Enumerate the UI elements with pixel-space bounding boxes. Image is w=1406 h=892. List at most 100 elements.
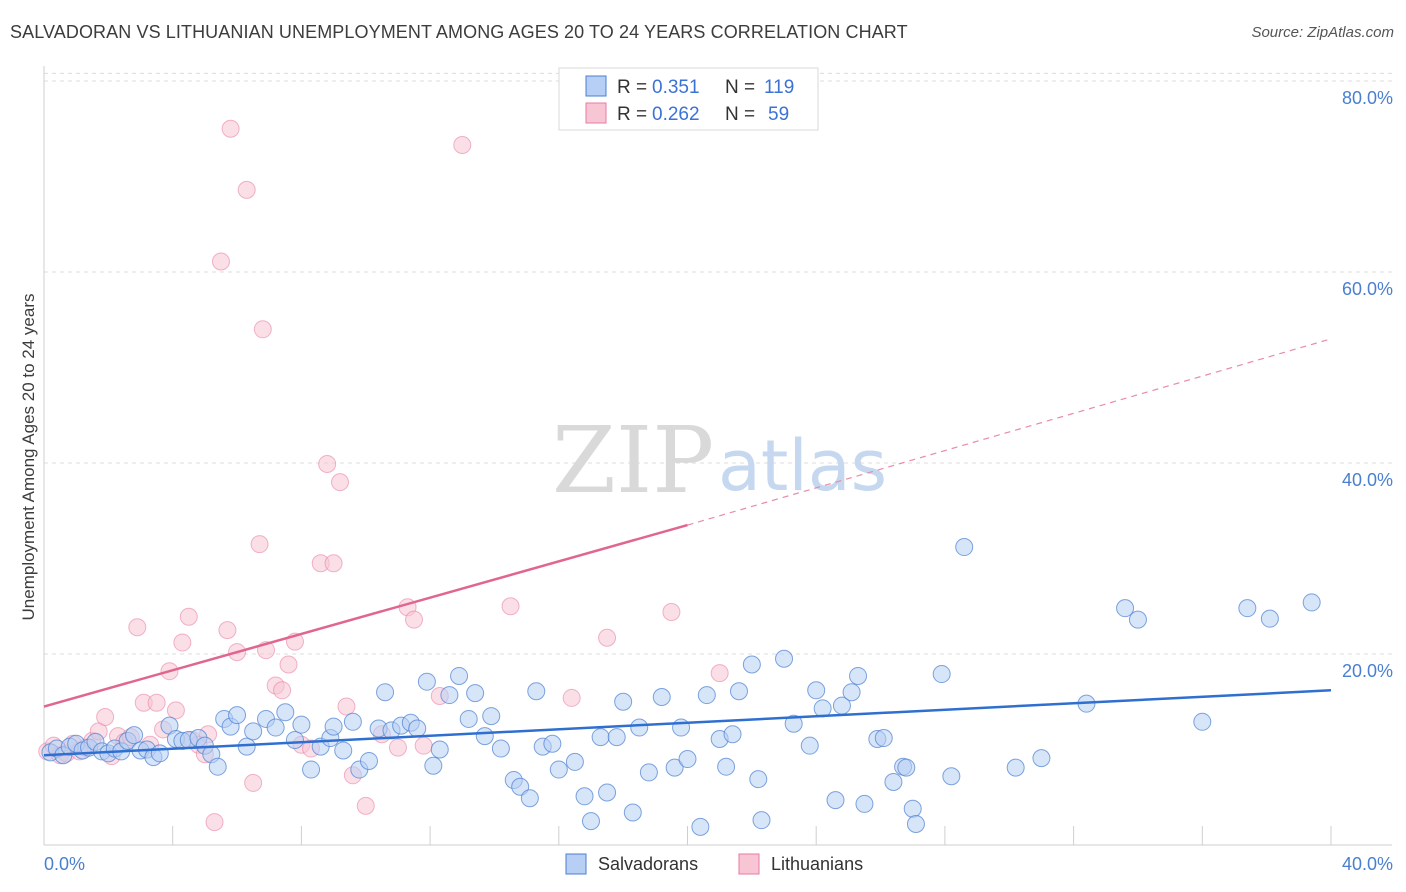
salvadoran-point-25 [208, 757, 227, 776]
salvadoran-point-118 [1302, 593, 1321, 612]
salvadoran-point-114 [1128, 610, 1147, 629]
gridlines [44, 72, 1392, 655]
y-tick-label-1: 40.0% [1342, 470, 1393, 490]
lithuanian-point-14 [128, 618, 147, 637]
salvadoran-point-110 [1006, 758, 1025, 777]
bottom-legend-lithuanians: Lithuanians [771, 854, 863, 874]
salvadoran-point-92 [800, 736, 819, 755]
salvadoran-point-61 [511, 777, 530, 796]
legend-n-value-salvadorans: 119 [764, 77, 794, 98]
salvadoran-point-43 [359, 751, 378, 770]
salvadoran-point-117 [1260, 609, 1279, 628]
lithuanian-point-34 [250, 535, 269, 554]
salvadoran-point-70 [591, 728, 610, 747]
salvadoran-point-111 [1032, 749, 1051, 768]
correlation-legend: R = 0.351 N = 119 R = 0.262 N = 59 [558, 67, 819, 131]
watermark-atlas: atlas [718, 425, 887, 507]
salvadoran-point-95 [826, 791, 845, 810]
salvadoran-point-39 [324, 717, 343, 736]
lithuanian-point-22 [179, 607, 198, 626]
legend-r-label-lithuanians: R = [617, 104, 647, 125]
salvadoran-point-29 [237, 737, 256, 756]
salvadoran-point-34 [285, 730, 304, 749]
salvadoran-point-105 [903, 799, 922, 818]
salvadoran-point-54 [450, 666, 469, 685]
y-tick-label-3: 80.0% [1342, 88, 1393, 108]
series-legend: Salvadorans Lithuanians [565, 853, 863, 875]
lithuanian-point-30 [221, 119, 240, 138]
legend-n-label-salvadorans: N = [725, 77, 755, 98]
salvadoran-point-90 [775, 649, 794, 668]
salvadoran-point-86 [729, 682, 748, 701]
salvadoran-point-107 [932, 665, 951, 684]
salvadoran-point-97 [842, 683, 861, 702]
salvadoran-point-113 [1116, 599, 1135, 618]
lithuanian-point-44 [318, 454, 337, 473]
axes [43, 66, 1392, 846]
lithuanian-point-35 [253, 320, 272, 339]
salvadoran-point-102 [884, 772, 903, 791]
lithuanian-point-9 [96, 708, 115, 727]
salvadoran-point-63 [527, 682, 546, 701]
salvadoran-point-59 [491, 739, 510, 758]
lithuanian-point-53 [405, 610, 424, 629]
bottom-legend-swatch-salvadorans [565, 853, 587, 875]
salvadoran-point-84 [717, 757, 736, 776]
salvadoran-point-94 [813, 699, 832, 718]
salvadoran-point-104 [897, 758, 916, 777]
watermark: ZIP atlas [552, 407, 887, 514]
salvadoran-point-73 [614, 692, 633, 711]
lithuanian-point-49 [356, 796, 375, 815]
salvadoran-point-82 [697, 686, 716, 705]
salvadoran-point-77 [652, 687, 671, 706]
salvadoran-point-33 [276, 703, 295, 722]
legend-n-value-lithuanians: 59 [768, 104, 789, 125]
salvadoran-point-62 [520, 789, 539, 808]
salvadoran-point-51 [424, 756, 443, 775]
source-credit: Source: ZipAtlas.com [1251, 24, 1394, 41]
legend-swatch-salvadorans [585, 75, 607, 97]
salvadoran-point-99 [855, 794, 874, 813]
trend-lines [43, 338, 1332, 757]
salvadoran-point-57 [475, 727, 494, 746]
salvadoran-point-93 [807, 681, 826, 700]
salvadoran-point-53 [440, 686, 459, 705]
salvadoran-point-58 [482, 707, 501, 726]
chart-title: SALVADORAN VS LITHUANIAN UNEMPLOYMENT AM… [10, 22, 908, 42]
salvadoran-point-35 [292, 715, 311, 734]
salvadoran-point-88 [749, 770, 768, 789]
salvadoran-point-108 [942, 767, 961, 786]
salvadoran-point-109 [955, 538, 974, 557]
lithuanian-point-47 [337, 697, 356, 716]
lithuanian-point-56 [453, 135, 472, 154]
y-tick-label-2: 60.0% [1342, 279, 1393, 299]
lithuanian-point-51 [388, 738, 407, 757]
salvadoran-point-74 [623, 803, 642, 822]
salvadoran-point-75 [630, 718, 649, 737]
lithuanian-point-45 [324, 554, 343, 573]
lithuanian-point-58 [562, 688, 581, 707]
lithuanian-point-46 [331, 473, 350, 492]
lithuanian-point-17 [147, 693, 166, 712]
bottom-legend-salvadorans: Salvadorans [598, 854, 698, 874]
salvadoran-point-69 [581, 812, 600, 831]
x-tick-label-0: 0.0% [44, 854, 85, 874]
salvadoran-point-80 [678, 750, 697, 769]
salvadoran-point-81 [691, 817, 710, 836]
legend-n-label-lithuanians: N = [725, 104, 755, 125]
salvadoran-point-91 [784, 714, 803, 733]
lithuanian-trend-extension [687, 338, 1332, 526]
y-tick-label-0: 20.0% [1342, 661, 1393, 681]
lithuanian-point-54 [414, 736, 433, 755]
lithuanian-point-27 [205, 813, 224, 832]
salvadoran-point-50 [417, 672, 436, 691]
lithuanian-trend-line [43, 523, 688, 708]
salvadoran-point-52 [430, 740, 449, 759]
salvadoran-point-67 [565, 752, 584, 771]
legend-r-label-salvadorans: R = [617, 77, 647, 98]
x-tick-label-1: 40.0% [1342, 854, 1393, 874]
salvadoran-point-28 [228, 706, 247, 725]
lithuanian-point-33 [244, 773, 263, 792]
salvadoran-point-45 [376, 683, 395, 702]
